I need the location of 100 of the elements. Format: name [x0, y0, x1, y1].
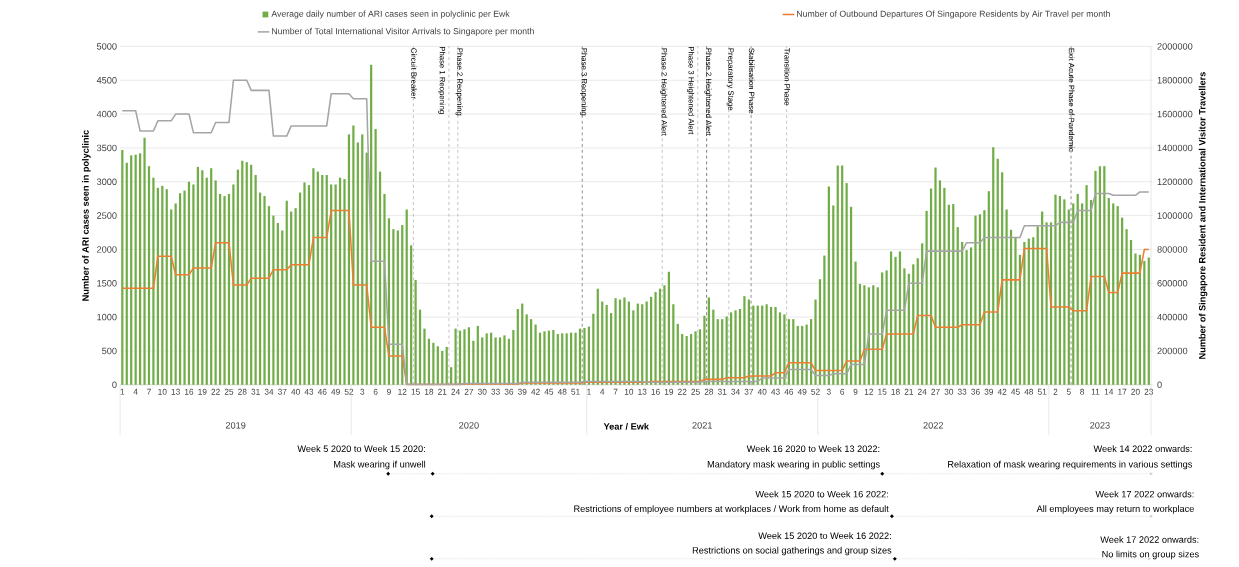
- x-tick-label: 15: [411, 389, 420, 395]
- x-tick-label: 48: [1024, 389, 1034, 395]
- x-tick-label: 7: [147, 389, 151, 395]
- x-tick-label: 37: [744, 389, 754, 395]
- bar: [703, 315, 706, 386]
- bar: [934, 167, 937, 386]
- text: 2020: [459, 422, 479, 429]
- y-tick-label: 1500: [97, 280, 117, 287]
- bar: [1054, 194, 1057, 386]
- bar: [1112, 203, 1115, 386]
- y-tick-label: 2000: [97, 246, 117, 253]
- x-tick-label: 30: [944, 389, 954, 395]
- text: 2023: [1090, 422, 1110, 429]
- x-tick-label: 52: [811, 389, 820, 395]
- bar: [410, 245, 413, 386]
- bar: [1014, 237, 1017, 386]
- x-tick-label: 5: [1066, 389, 1071, 395]
- x-tick-label: 51: [1037, 389, 1047, 395]
- text: 2022: [923, 422, 944, 429]
- text: Mandatory mask wearing in public settings: [707, 460, 880, 470]
- bar: [1125, 229, 1128, 386]
- x-tick-label: 49: [797, 389, 807, 395]
- y2-tick-label: 1400000: [1157, 144, 1193, 152]
- text: 2019: [225, 422, 246, 429]
- bar: [352, 125, 355, 386]
- y-axis-title: Number of ARI cases seen in polyclinic: [82, 130, 91, 301]
- bar: [303, 182, 306, 386]
- bar: [743, 296, 746, 386]
- x-tick-label: 21: [438, 389, 447, 395]
- bar: [223, 196, 226, 386]
- bar: [343, 179, 346, 386]
- bar: [1094, 171, 1097, 386]
- x-tick-label: 4: [133, 389, 138, 395]
- bar: [663, 285, 666, 386]
- x-tick-label: 4: [600, 389, 605, 395]
- x-tick-label: 18: [891, 389, 900, 395]
- bar: [312, 168, 315, 386]
- y2-tick-label: 1800000: [1157, 77, 1193, 84]
- y-tick-label: 4000: [96, 111, 117, 118]
- x-tick-label: 10: [624, 389, 634, 395]
- y2-axis-title: Number of Singapore Resident and International Visitor Travellers: [1198, 72, 1208, 360]
- bar: [494, 337, 497, 386]
- x-tick-label: 8: [1080, 389, 1085, 395]
- bar: [774, 307, 777, 386]
- x-tick-label: 10: [158, 389, 167, 395]
- x-tick-label: 31: [251, 389, 260, 395]
- text: Week 17 2022 onwards:: [1095, 490, 1194, 498]
- bar: [965, 250, 968, 386]
- x-tick-label: 12: [864, 389, 874, 395]
- legend-label: Number of Total International Visitor Arrivals to Singapore per month: [272, 28, 534, 37]
- x-tick-label: 3: [360, 389, 365, 395]
- bar: [894, 257, 897, 386]
- bar: [383, 194, 386, 386]
- bar: [974, 215, 977, 386]
- x-tick-label: 21: [904, 389, 914, 395]
- x-tick-label: 27: [931, 389, 940, 395]
- text: Relaxation of mask wearing requirements in various settings: [948, 460, 1193, 470]
- x-tick-label: 52: [344, 389, 354, 395]
- x-tick-label: 39: [984, 389, 994, 395]
- x-tick-label: 45: [1011, 389, 1020, 395]
- x-tick-label: 33: [957, 389, 967, 395]
- x-tick-label: 33: [491, 389, 500, 395]
- x-tick-label: 43: [304, 389, 314, 395]
- bar: [854, 261, 857, 386]
- legend-label: Number of Outbound Departures Of Singapore Residents by Air Travel per month: [797, 10, 1110, 19]
- x-tick-label: 39: [517, 389, 527, 395]
- y2-tick-label: 1600000: [1157, 111, 1193, 118]
- y-tick-label: 500: [102, 347, 117, 355]
- bar: [263, 196, 266, 386]
- bar: [192, 184, 195, 386]
- x-tick-label: 34: [264, 389, 274, 395]
- x-tick-label: 19: [198, 389, 207, 395]
- x-tick-label: 42: [531, 389, 540, 395]
- bar: [183, 190, 186, 386]
- bar: [1147, 257, 1150, 386]
- text: Week 15 2020 to Week 16 2022:: [758, 532, 891, 540]
- x-tick-label: 30: [477, 389, 487, 395]
- bar: [654, 292, 657, 386]
- bar: [147, 166, 151, 386]
- text: Week 14 2022 onwards:: [1093, 445, 1192, 453]
- bar: [734, 310, 737, 386]
- x-tick-label: 34: [731, 389, 740, 395]
- text: Week 5 2020 to Week 15 2020:: [297, 445, 425, 453]
- bar: [272, 215, 275, 386]
- bar: [463, 329, 466, 386]
- bar: [143, 137, 146, 386]
- x-tick-label: 9: [387, 389, 391, 395]
- x-tick-label: 19: [664, 389, 674, 395]
- x-tick-label: 36: [971, 389, 980, 395]
- bar: [1005, 209, 1008, 386]
- bar: [534, 324, 537, 386]
- x-tick-label: 43: [771, 389, 780, 395]
- x-tick-label: 13: [171, 389, 180, 395]
- bar: [321, 175, 324, 386]
- x-tick-label: 22: [211, 389, 220, 395]
- x-tick-label: 42: [997, 389, 1007, 395]
- y-tick-label: 3000: [96, 178, 117, 186]
- bar: [614, 298, 617, 386]
- bar: [294, 208, 297, 386]
- bar: [334, 184, 337, 386]
